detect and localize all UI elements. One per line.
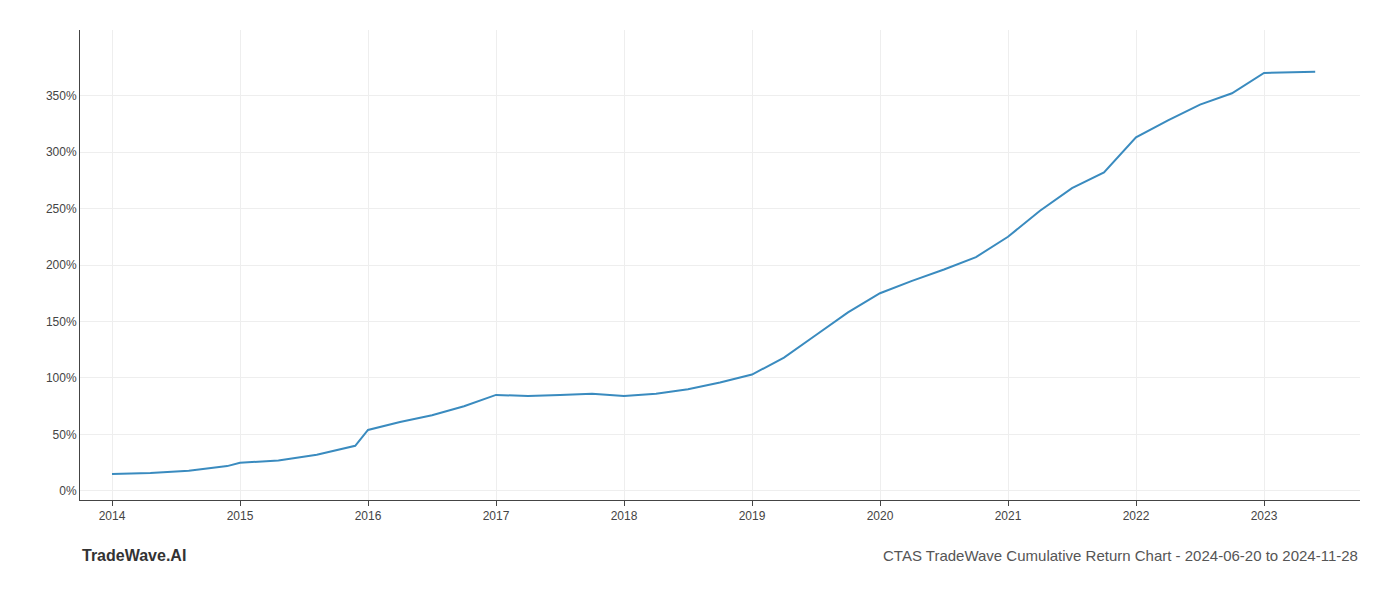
- svg-text:2023: 2023: [1251, 509, 1278, 523]
- svg-text:2020: 2020: [867, 509, 894, 523]
- svg-text:50%: 50%: [53, 428, 77, 442]
- svg-text:2019: 2019: [739, 509, 766, 523]
- svg-text:2018: 2018: [611, 509, 638, 523]
- svg-text:2016: 2016: [355, 509, 382, 523]
- svg-text:2014: 2014: [99, 509, 126, 523]
- svg-text:0%: 0%: [59, 484, 77, 498]
- svg-text:CTAS TradeWave Cumulative Retu: CTAS TradeWave Cumulative Return Chart -…: [883, 547, 1358, 564]
- svg-text:2017: 2017: [483, 509, 510, 523]
- svg-text:2022: 2022: [1123, 509, 1150, 523]
- svg-text:2021: 2021: [995, 509, 1022, 523]
- svg-text:250%: 250%: [46, 202, 77, 216]
- svg-text:200%: 200%: [46, 258, 77, 272]
- svg-text:TradeWave.AI: TradeWave.AI: [82, 547, 186, 564]
- svg-text:100%: 100%: [46, 371, 77, 385]
- svg-text:150%: 150%: [46, 315, 77, 329]
- svg-text:350%: 350%: [46, 89, 77, 103]
- svg-text:300%: 300%: [46, 145, 77, 159]
- svg-text:2015: 2015: [227, 509, 254, 523]
